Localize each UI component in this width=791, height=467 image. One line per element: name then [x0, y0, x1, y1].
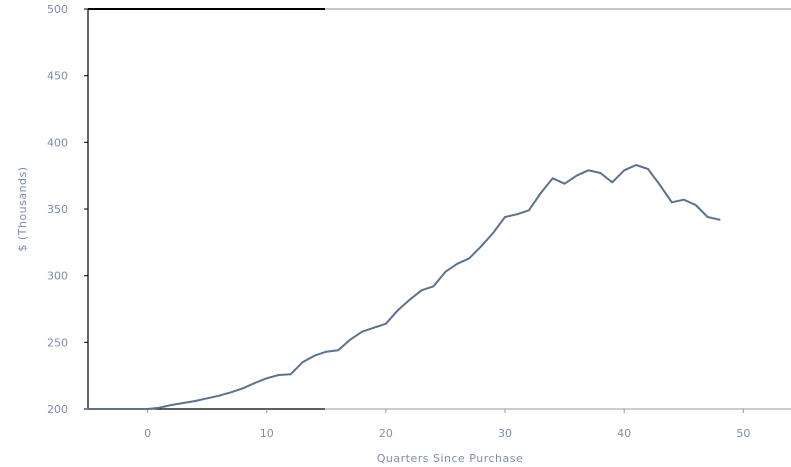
data-point [253, 382, 256, 384]
data-point [420, 289, 423, 292]
data-point [408, 298, 411, 301]
data-point [468, 257, 471, 260]
data-point [373, 326, 375, 329]
data-point [325, 350, 328, 353]
x-tick-label: 30 [498, 427, 512, 440]
frame [87, 8, 791, 410]
data-point [361, 330, 363, 333]
data-point [563, 182, 566, 185]
data-point [218, 394, 221, 397]
data-point [575, 174, 578, 177]
data-point [504, 216, 506, 218]
data-point [170, 404, 173, 406]
data-point [492, 232, 494, 234]
data-point [551, 177, 554, 180]
x-axis-title: Quarters Since Purchase [377, 452, 524, 465]
data-point [706, 216, 709, 218]
data-point [385, 322, 387, 325]
y-tick-label: 250 [47, 336, 68, 349]
data-point [87, 408, 89, 410]
y-tick-label: 450 [47, 70, 68, 83]
data-point [337, 349, 340, 352]
data-point [158, 406, 161, 409]
x-tick-label: 20 [379, 427, 393, 440]
data-point [682, 198, 685, 201]
data-point [194, 400, 197, 402]
data-point [206, 397, 209, 400]
y-tick-label: 350 [47, 203, 68, 216]
data-point [599, 172, 602, 174]
data-point [242, 387, 244, 390]
data-point [623, 169, 626, 172]
x-tick-label: 50 [736, 427, 750, 440]
data-point [182, 402, 185, 404]
data-point [587, 169, 590, 172]
data-point [313, 354, 316, 357]
data-point [301, 361, 304, 364]
data-point [694, 204, 697, 206]
data-point [432, 285, 435, 288]
x-tick-label: 10 [260, 427, 274, 440]
data-point [480, 245, 483, 248]
data-point [396, 309, 399, 312]
data-point [516, 213, 518, 216]
y-axis-ticks: 200 250 300 350 400 450 500 [47, 3, 88, 416]
data-point [146, 408, 149, 410]
x-axis-ticks: 0 10 20 30 40 50 [144, 409, 750, 440]
data-point [444, 270, 447, 273]
series-line [87, 164, 721, 410]
y-axis-title: $ (Thousands) [16, 166, 29, 251]
data-point [647, 168, 649, 170]
data-point [289, 373, 292, 376]
data-point [277, 374, 280, 376]
data-point [611, 181, 614, 184]
data-point [456, 262, 459, 265]
data-point [670, 201, 673, 204]
data-point [539, 192, 542, 194]
y-tick-label: 300 [47, 270, 68, 283]
y-tick-label: 200 [47, 403, 68, 416]
data-point [659, 184, 661, 186]
y-tick-label: 400 [47, 136, 68, 149]
y-tick-label: 500 [47, 3, 68, 16]
data-point [349, 338, 351, 341]
series-layer [87, 164, 721, 410]
data-point [265, 377, 268, 380]
data-point [718, 218, 721, 221]
data-point [230, 391, 232, 394]
data-point [635, 164, 637, 166]
x-tick-label: 40 [617, 427, 631, 440]
data-point [528, 209, 530, 212]
x-tick-label: 0 [144, 427, 151, 440]
